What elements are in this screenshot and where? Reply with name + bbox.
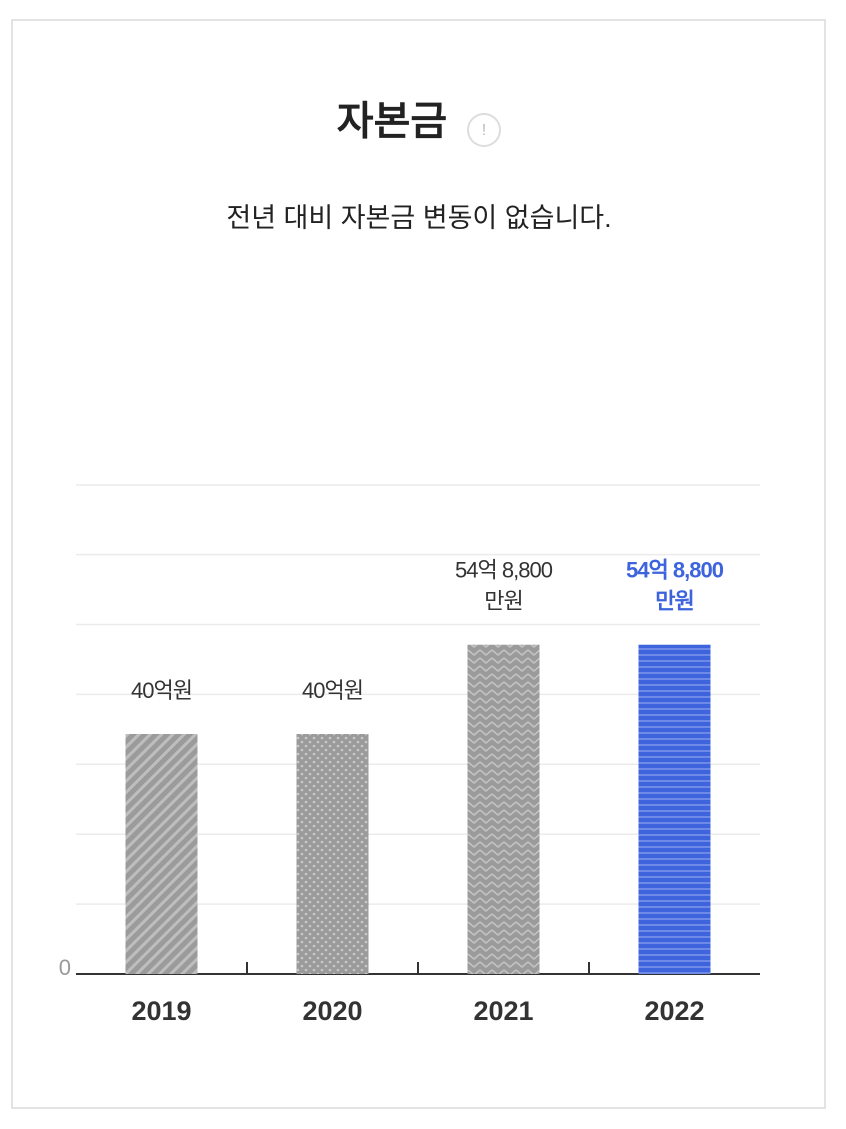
- info-icon[interactable]: [467, 113, 501, 147]
- bar-texture: [296, 734, 369, 974]
- x-tick-label: 2019: [131, 996, 191, 1026]
- chart-title: 자본금: [337, 100, 447, 144]
- bar-texture: [125, 734, 198, 974]
- value-label: 54억 8,800 만원: [455, 558, 553, 614]
- x-tick-label: 2020: [302, 996, 362, 1026]
- plot: 0 2019 40억원 2020 40억원 2021 54억 8,800 만원 2022 54억 …: [59, 484, 760, 1026]
- value-label: 40억원: [131, 678, 192, 703]
- value-label: 40억원: [302, 678, 363, 703]
- bar-texture: [638, 644, 711, 974]
- x-tick-label: 2022: [644, 996, 704, 1026]
- subtitle: 전년 대비 자본금 변동이 없습니다.: [226, 203, 611, 233]
- value-label: 54억 8,800 만원: [626, 558, 724, 614]
- y-tick-label: 0: [59, 955, 71, 980]
- info-icon-glyph: !: [482, 122, 486, 139]
- bar-texture: [467, 644, 540, 974]
- x-tick-label: 2021: [473, 996, 533, 1026]
